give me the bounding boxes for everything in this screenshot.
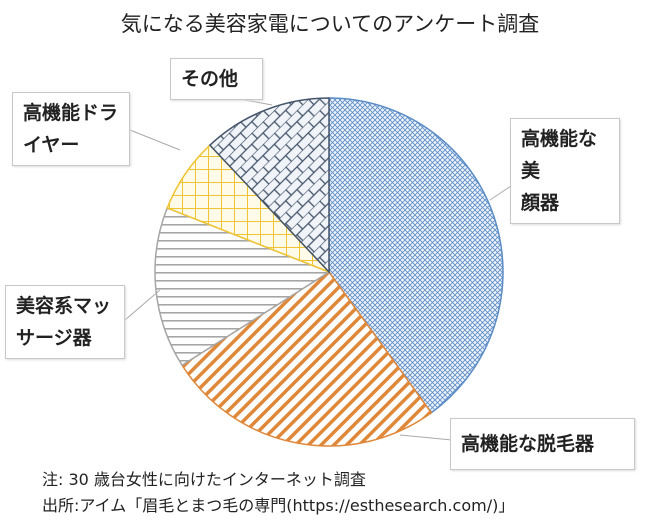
label-beauty-device: 高機能な美 顔器 bbox=[510, 118, 620, 224]
leader-line bbox=[124, 289, 161, 321]
label-text: サージ器 bbox=[16, 327, 92, 349]
label-text: 高機能ドラ bbox=[23, 102, 119, 124]
leader-line bbox=[129, 129, 181, 151]
leader-line bbox=[244, 99, 273, 106]
label-dryer: 高機能ドラ イヤー bbox=[12, 92, 130, 166]
pie-slice bbox=[154, 206, 331, 367]
label-text: 美容系マッ bbox=[16, 295, 112, 317]
label-other: その他 bbox=[170, 58, 263, 100]
source-note: 出所:アイム「眉毛とまつ毛の専門(https://esthesearch.com… bbox=[42, 496, 515, 515]
label-hair-removal: 高機能な脱毛器 bbox=[450, 418, 635, 470]
label-text: イヤー bbox=[23, 134, 80, 156]
chart-title: 気になる美容家電についてのアンケート調査 bbox=[120, 12, 540, 36]
pie-slice bbox=[328, 97, 504, 414]
survey-note: 注: 30 歳台女性に向けたインターネット調査 bbox=[42, 470, 366, 489]
label-massager: 美容系マッ サージ器 bbox=[5, 285, 125, 359]
label-text: 高機能な美 bbox=[521, 128, 598, 182]
pie-slice bbox=[208, 97, 330, 274]
pie-slice bbox=[181, 270, 433, 447]
label-text: 顔器 bbox=[521, 192, 560, 214]
leader-line bbox=[399, 434, 453, 441]
